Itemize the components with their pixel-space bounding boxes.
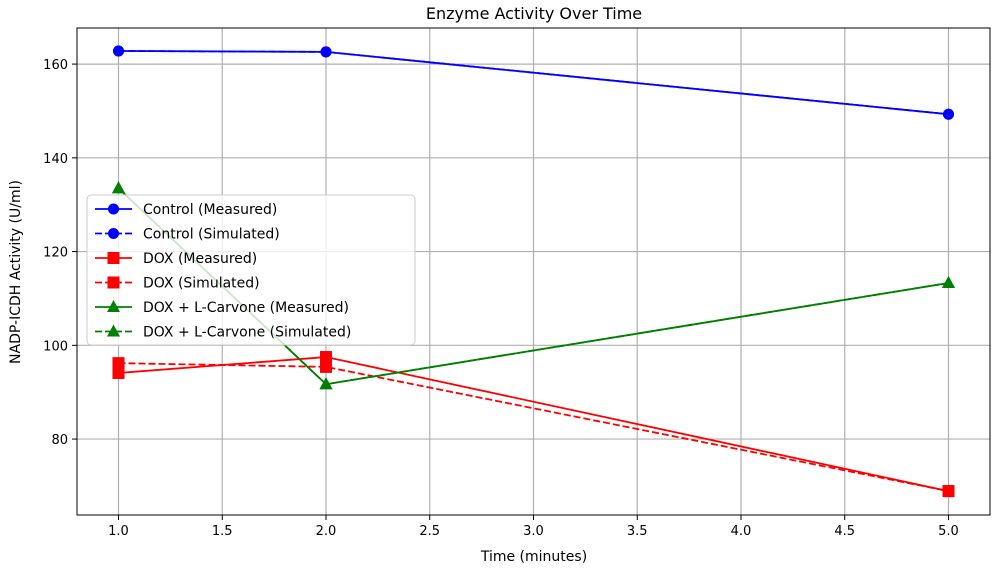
legend-marker (107, 276, 120, 289)
data-point (942, 485, 955, 498)
x-axis-label: Time (minutes) (480, 549, 587, 565)
legend-box (86, 194, 416, 346)
legend-label: Control (Measured) (143, 202, 277, 218)
series-1 (113, 45, 954, 120)
series-line (118, 50, 949, 116)
chart-title: Enzyme Activity Over Time (426, 4, 642, 23)
y-tick-label: 140 (43, 152, 68, 167)
legend-label: DOX (Simulated) (143, 276, 260, 292)
ticks: 1.0 1.5 2.0 2.5 3.0 3.5 4.0 4.5 5.0 80 100 120 140 16… (43, 58, 959, 539)
data-point (943, 108, 954, 120)
legend-label: DOX + L-Carvone (Simulated) (143, 325, 351, 341)
y-tick-label: 80 (51, 433, 68, 448)
data-point (113, 45, 124, 57)
data-point (942, 275, 955, 288)
data-point (320, 46, 332, 58)
y-tick-label: 120 (43, 246, 68, 261)
y-axis-label: NADP-ICDH Activity (U/ml) (8, 180, 24, 364)
legend: Control (Measured) Control (Simulated) DOX… (86, 194, 416, 346)
legend-marker (107, 300, 120, 312)
x-tick-label: 5.0 (938, 524, 959, 539)
x-tick-label: 4.0 (731, 524, 752, 539)
data-point (320, 351, 332, 364)
legend-marker (107, 324, 120, 337)
y-tick-label: 100 (43, 339, 68, 354)
x-tick-label: 2.5 (419, 524, 440, 539)
legend-label: Control (Simulated) (143, 227, 280, 243)
legend-label: DOX (Measured) (143, 251, 257, 267)
x-tick-label: 4.5 (834, 524, 855, 539)
data-point (319, 377, 333, 390)
data-point (320, 360, 332, 373)
x-tick-label: 1.5 (212, 524, 233, 539)
series-3 (112, 357, 955, 498)
data-point (112, 181, 125, 194)
x-tick-label: 1.0 (108, 524, 129, 539)
legend-marker (108, 203, 119, 215)
series-line (118, 362, 949, 492)
legend-marker (107, 252, 120, 264)
legend-marker (108, 228, 119, 239)
legend-label: DOX + L-Carvone (Measured) (143, 300, 349, 316)
data-point (112, 357, 125, 370)
y-tick-label: 160 (43, 58, 68, 73)
data-point (112, 366, 125, 379)
x-tick-label: 3.5 (627, 524, 648, 539)
x-tick-label: 3.0 (523, 524, 544, 539)
x-tick-label: 2.0 (316, 524, 337, 539)
